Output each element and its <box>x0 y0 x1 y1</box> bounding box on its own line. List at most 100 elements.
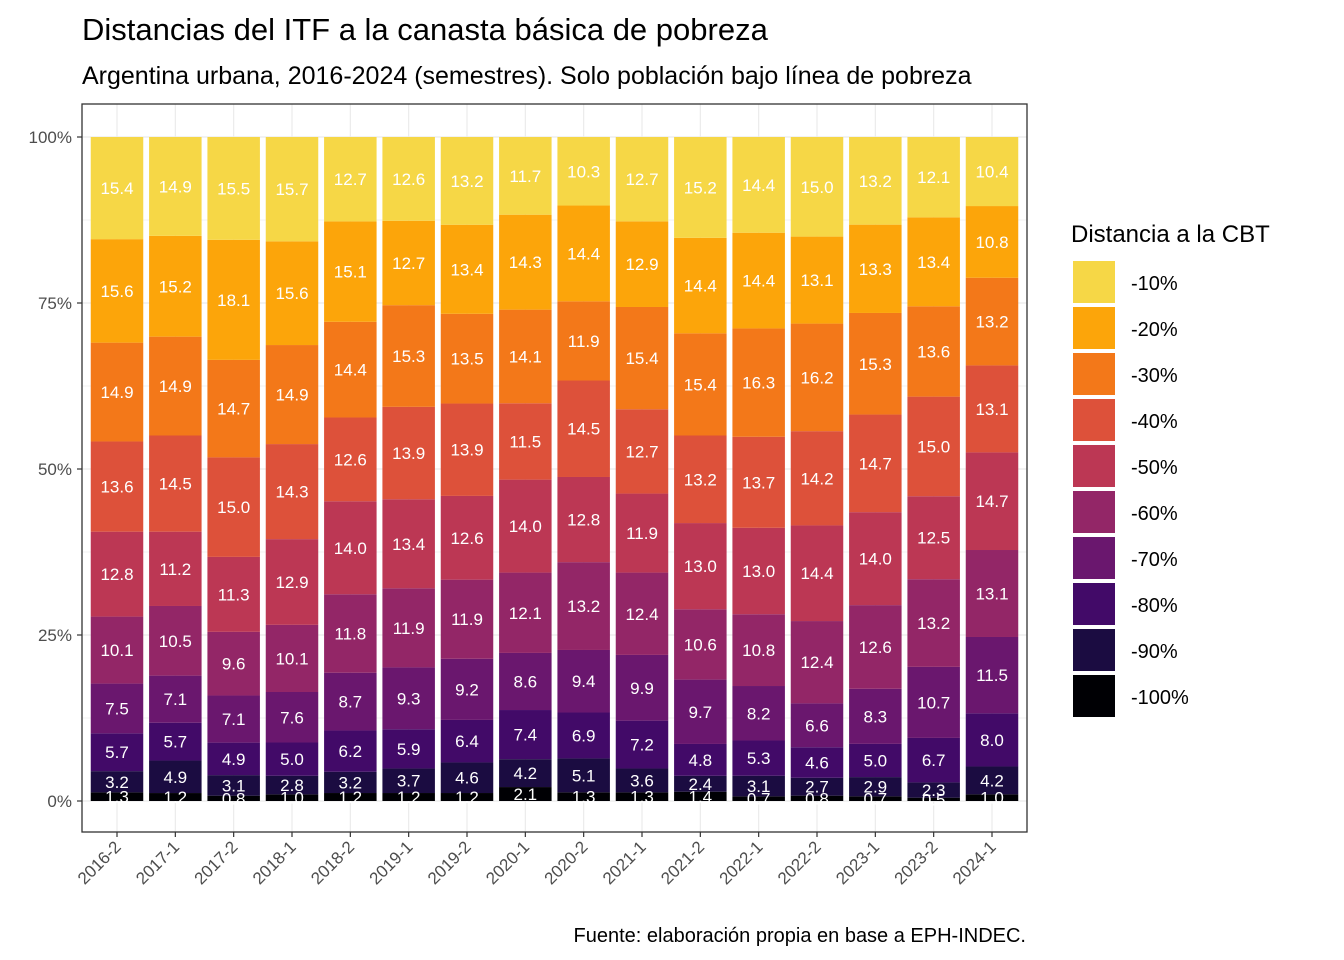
bar-segment <box>324 594 377 673</box>
segment-data-label: 11.2 <box>159 560 191 579</box>
segment-data-label: 2.4 <box>689 775 713 794</box>
segment-data-label: 0.5 <box>922 790 946 809</box>
bar-segment <box>382 406 435 500</box>
bar-segment <box>265 691 319 743</box>
segment-data-label: 5.7 <box>105 743 129 762</box>
bar-segment <box>382 768 435 794</box>
segment-data-label: 12.4 <box>800 653 833 672</box>
bar-segment <box>849 743 902 778</box>
bar-segment <box>149 137 202 236</box>
segment-data-label: 13.9 <box>392 444 425 463</box>
segment-data-label: 11.5 <box>976 666 1008 685</box>
bar-segment <box>324 793 377 801</box>
segment-data-label: 14.7 <box>975 492 1008 511</box>
segment-data-label: 12.7 <box>625 170 658 189</box>
bar-segment <box>499 479 552 573</box>
bar-segment <box>149 605 202 676</box>
bar-segment <box>207 775 260 796</box>
segment-data-label: 2.8 <box>280 776 304 795</box>
segment-data-label: 13.3 <box>859 260 892 279</box>
segment-data-label: 14.9 <box>100 383 133 402</box>
segment-data-label: 13.2 <box>684 470 717 489</box>
legend-label: -40% <box>1131 411 1178 433</box>
segment-data-label: 12.9 <box>625 255 658 274</box>
bar-segment <box>674 743 727 776</box>
segment-data-label: 14.9 <box>159 177 192 196</box>
bar-segment <box>324 137 377 222</box>
bar-segment <box>90 137 144 240</box>
segment-data-label: 15.6 <box>275 284 308 303</box>
legend-key <box>1073 353 1115 395</box>
segment-data-label: 13.2 <box>917 614 950 633</box>
segment-data-label: 10.1 <box>275 649 308 668</box>
segment-data-label: 2.3 <box>922 781 946 800</box>
segment-data-label: 7.1 <box>222 710 246 729</box>
bar-segment <box>265 137 319 242</box>
segment-data-label: 15.3 <box>392 347 425 366</box>
bar-segment <box>382 588 435 668</box>
segment-data-label: 15.7 <box>275 180 308 199</box>
segment-data-label: 13.1 <box>975 585 1008 604</box>
segment-data-label: 4.8 <box>689 751 713 770</box>
bar-segment <box>615 768 669 793</box>
bar-segment <box>324 730 377 772</box>
bar-segment <box>907 782 960 798</box>
segment-data-label: 10.3 <box>567 162 600 181</box>
bar-segment <box>207 457 260 557</box>
bar-segment <box>499 572 552 653</box>
bar-segment <box>557 137 610 206</box>
segment-data-label: 4.2 <box>514 764 538 783</box>
bar-segment <box>790 621 844 704</box>
x-tick-label: 2018-2 <box>307 837 358 888</box>
segment-data-label: 1.3 <box>105 788 129 807</box>
segment-data-label: 15.6 <box>100 282 133 301</box>
bar-segment <box>907 396 960 497</box>
bar-segment <box>965 794 1019 801</box>
bar-segment <box>499 652 552 711</box>
bar-segment <box>965 452 1019 551</box>
segment-data-label: 15.2 <box>684 178 717 197</box>
segment-labels: 1.33.25.77.510.112.813.614.915.615.41.24… <box>100 162 1008 809</box>
bar-segment <box>149 336 202 436</box>
segment-data-label: 2.1 <box>514 785 538 804</box>
segment-data-label: 14.7 <box>859 454 892 473</box>
x-tick-label: 2020-1 <box>482 837 533 888</box>
bar-segment <box>907 737 960 783</box>
segment-data-label: 12.6 <box>450 529 483 548</box>
bar-segment <box>440 658 494 720</box>
segment-data-label: 11.8 <box>334 625 366 644</box>
bar-segment <box>790 525 844 622</box>
bar-segment <box>207 239 260 360</box>
segment-data-label: 3.2 <box>105 773 129 792</box>
segment-data-label: 10.8 <box>975 233 1008 252</box>
segment-data-label: 13.4 <box>450 260 483 279</box>
segment-data-label: 0.8 <box>222 789 246 808</box>
legend-label: -80% <box>1131 595 1178 617</box>
segment-data-label: 11.3 <box>218 585 250 604</box>
segment-data-label: 3.7 <box>397 772 421 791</box>
bar-segment <box>965 550 1019 637</box>
segment-data-label: 16.3 <box>742 374 775 393</box>
bar-segment <box>790 777 844 796</box>
segment-data-label: 0.8 <box>805 789 829 808</box>
segment-data-label: 6.4 <box>455 732 479 751</box>
bar-segment <box>732 796 785 801</box>
x-tick-label: 2019-1 <box>366 837 417 888</box>
segment-data-label: 14.4 <box>684 277 717 296</box>
bar-segment <box>265 444 319 540</box>
segment-data-label: 14.0 <box>509 517 542 536</box>
segment-data-label: 10.4 <box>975 163 1008 182</box>
bar-segment <box>557 758 610 793</box>
bar-segment <box>149 760 202 794</box>
bar-segment <box>615 306 669 410</box>
bar-segment <box>557 562 610 650</box>
bar-segment <box>149 235 202 337</box>
segment-data-label: 9.9 <box>630 679 654 698</box>
segment-data-label: 14.0 <box>859 550 892 569</box>
chart-subtitle: Argentina urbana, 2016-2024 (semestres).… <box>82 62 972 90</box>
bar-segment <box>499 403 552 480</box>
bar-segment <box>382 499 435 589</box>
segment-data-label: 15.0 <box>917 437 950 456</box>
segment-data-label: 13.2 <box>450 172 483 191</box>
bar-segment <box>265 794 319 801</box>
